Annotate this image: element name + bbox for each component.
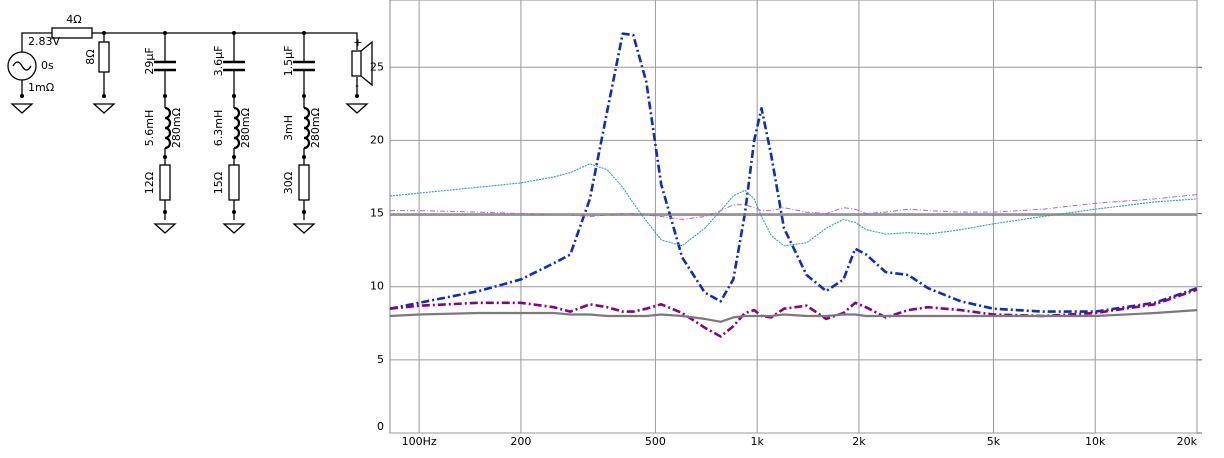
component-label: 30Ω (282, 172, 295, 194)
voltage-source (7, 51, 37, 81)
x-tick-label: 5k (987, 435, 1001, 448)
component-label: 12Ω (143, 172, 156, 194)
junction (163, 155, 167, 159)
x-tick-label: 20k (1177, 435, 1198, 448)
x-tick-label: 2k (852, 435, 866, 448)
junction (20, 94, 24, 98)
y-tick-label: 0 (377, 420, 384, 433)
junction (163, 31, 167, 35)
speaker (351, 50, 362, 77)
x-tick-label: 100Hz (402, 435, 437, 448)
ground (10, 103, 369, 234)
junction (232, 94, 236, 98)
junction (232, 155, 236, 159)
speaker-terminal: - (355, 79, 359, 92)
resistor (51, 27, 93, 39)
speaker-cone (360, 40, 373, 87)
component-label: 280mΩ (170, 108, 183, 148)
junction (232, 31, 236, 35)
capacitor (154, 60, 315, 72)
junction (163, 210, 167, 214)
series-line (390, 194, 1198, 220)
series-line (389, 163, 1198, 247)
y-tick-label: 25 (370, 60, 384, 73)
junctions (20, 31, 359, 214)
component-label: 29µF (143, 47, 156, 74)
x-tick-label: 200 (510, 435, 531, 448)
plot-area (389, 0, 1198, 434)
component-label: 5.6mH (143, 110, 156, 146)
component-label: 2.83V (28, 35, 60, 48)
series-line (389, 288, 1198, 338)
inductor (164, 106, 311, 150)
component-label: 6.3mH (212, 110, 225, 146)
resistor (159, 164, 171, 201)
resistor (228, 164, 240, 201)
component-label: 280mΩ (239, 108, 252, 148)
junction (302, 94, 306, 98)
series-line (389, 32, 1198, 313)
component-label: 15Ω (212, 172, 225, 194)
component-label: 3mH (282, 115, 295, 141)
component-label: 4Ω (66, 13, 81, 26)
junction (302, 210, 306, 214)
component-label: 3.6µF (212, 46, 225, 77)
junction (163, 94, 167, 98)
y-tick-label: 20 (370, 133, 384, 146)
chart: 0 5 10 15 20 25 100Hz 200 500 1k 2k 5k 10k 20k (370, 0, 1202, 448)
x-tick-label: 500 (645, 435, 666, 448)
junction (232, 210, 236, 214)
y-tick-label: 15 (370, 207, 384, 220)
component-label: 8Ω (84, 49, 97, 64)
y-tick-label: 5 (377, 353, 384, 366)
wire (21, 32, 358, 96)
junction (102, 31, 106, 35)
resistor (98, 41, 110, 73)
junction (102, 94, 106, 98)
series-line (389, 309, 1198, 323)
schematic: 4Ω 2.83V 0s 1mΩ 8Ω 29µF 5.6mH 280mΩ 12Ω … (7, 13, 373, 234)
speaker-terminal: + (353, 36, 362, 49)
junction (302, 155, 306, 159)
junction (355, 94, 359, 98)
x-tick-label: 1k (750, 435, 764, 448)
component-label: 280mΩ (309, 108, 322, 148)
x-tick-label: 10k (1085, 435, 1106, 448)
component-label: 1mΩ (28, 81, 54, 94)
resistor (298, 164, 310, 201)
sine-symbol (12, 61, 32, 71)
component-label: 0s (41, 59, 54, 72)
y-tick-label: 10 (370, 280, 384, 293)
component-label: 1.5µF (282, 46, 295, 77)
junction (302, 31, 306, 35)
